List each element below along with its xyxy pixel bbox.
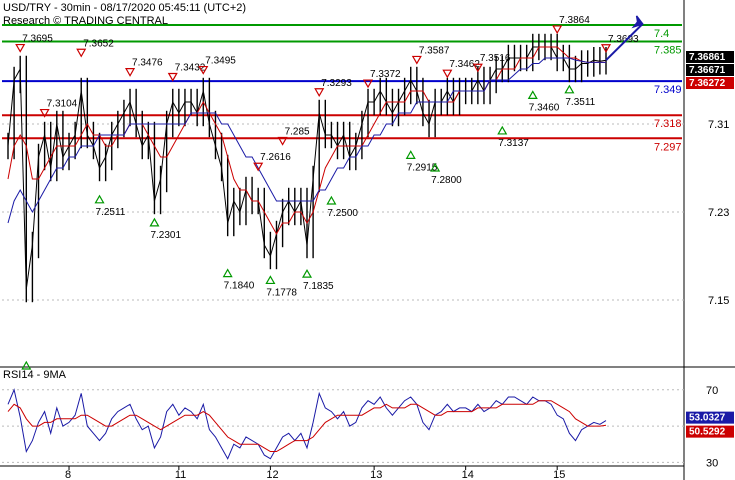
chart-source: Research © TRADING CENTRAL (3, 15, 168, 27)
price-tag-text: 7.36861 (689, 52, 726, 63)
price-line (7, 46, 607, 290)
price-tag-bg (686, 77, 734, 89)
pivot-high-marker (39, 108, 50, 118)
x-tick-label: 14 (462, 469, 474, 480)
level-label: 7.4 (654, 28, 669, 40)
chart-title: USD/TRY - 30min - 08/17/2020 05:45:11 (U… (3, 2, 246, 14)
forecast-arrow-head (631, 15, 644, 29)
pivot-low-marker (497, 125, 508, 135)
rsi-title: RSI14 - 9MA (3, 369, 67, 381)
pivot-high-label: 7.3495 (205, 56, 236, 67)
pivot-low-label: 7.3137 (498, 138, 529, 149)
rsi-tag-text: 53.0327 (689, 413, 726, 424)
pivot-low-marker (430, 162, 441, 172)
pivot-high-marker (600, 44, 612, 53)
pivot-low-marker (405, 150, 416, 159)
x-tick-label: 13 (370, 469, 382, 480)
pivot-low-marker (564, 84, 575, 94)
pivot-high-label: 7.2616 (260, 152, 291, 163)
pivot-high-marker (411, 55, 422, 65)
pivot-high-label: 7.3516 (480, 53, 511, 64)
y-tick-label: 7.15 (708, 295, 729, 307)
pivot-low-label: 7.2500 (327, 208, 358, 219)
x-tick-label: 11 (175, 469, 186, 480)
pivot-low-marker (149, 217, 160, 227)
pivot-low-label: 7.3460 (529, 102, 560, 113)
x-tick-label: 12 (266, 469, 278, 480)
price-tag-bg (686, 51, 734, 63)
pivot-high-label: 7.3587 (419, 45, 450, 56)
pivot-low-label: 7.2301 (150, 230, 181, 241)
rsi-line (7, 388, 607, 460)
pivot-high-marker (314, 88, 325, 97)
pivot-low-marker (94, 194, 105, 204)
pivot-low-label: 7.2915 (407, 162, 438, 173)
pivot-low-label: 7.1840 (224, 281, 255, 292)
pivot-high-label: 7.3476 (132, 58, 163, 69)
rsi-tag-text: 50.5292 (689, 427, 726, 438)
pivot-high-marker (472, 63, 483, 73)
pivot-high-marker (167, 72, 178, 82)
rsi-tick-label: 30 (706, 457, 718, 469)
pivot-high-label: 7.285 (285, 127, 310, 138)
pivot-low-label: 7.1835 (303, 281, 334, 292)
pivot-high-marker (362, 79, 374, 89)
level-label: 7.385 (654, 45, 682, 57)
ma-slow-line (7, 57, 606, 224)
level-label: 7.297 (654, 141, 682, 153)
pivot-high-label: 7.3432 (175, 62, 206, 73)
pivot-low-marker (21, 360, 32, 370)
pivot-high-label: 7.3695 (22, 34, 53, 45)
pivot-low-marker (527, 90, 538, 99)
pivot-high-marker (198, 65, 209, 75)
pivot-low-label: 7.3511 (565, 97, 595, 108)
rsi-panel: 70 30 8 11 12 13 14 15 53.0327 50.5292 (0, 385, 734, 480)
pivot-high-marker (15, 43, 26, 53)
pivot-low-marker (301, 268, 313, 278)
ma-fast-line (7, 46, 606, 236)
pivot-high-marker (552, 25, 563, 35)
pivot-high-label: 7.3293 (321, 78, 352, 89)
price-tag-text: 7.36272 (689, 78, 726, 89)
pivot-high-marker (277, 136, 288, 146)
pivot-low-label: 7.2511 (96, 207, 126, 218)
pivot-low-marker (265, 275, 276, 285)
pivot-low-label: 7.2800 (431, 175, 462, 186)
level-label: 7.349 (654, 84, 682, 96)
rsi-tag-bg (686, 425, 734, 438)
y-tick-label: 7.31 (708, 119, 729, 131)
pivot-high-label: 7.3652 (83, 38, 114, 49)
level-label: 7.318 (654, 118, 682, 130)
pivot-high-marker (76, 48, 87, 58)
pivot-high-label: 7.3104 (47, 99, 78, 110)
price-tag-bg (686, 64, 734, 76)
pivot-high-marker (253, 162, 264, 172)
forecast-arrow-shaft (605, 23, 644, 61)
x-tick-label: 15 (553, 469, 565, 480)
rsi-tick-label: 70 (706, 385, 718, 397)
x-tick-label: 8 (65, 469, 71, 480)
pivot-high-label: 7.3372 (370, 69, 401, 80)
pivot-high-label: 7.3864 (559, 15, 590, 26)
pivot-high-marker (125, 68, 136, 77)
pivot-high-marker (442, 69, 453, 79)
price-tag-text: 7.36671 (689, 65, 726, 76)
pivot-high-label: 7.3693 (608, 34, 639, 45)
rsi-tag-bg (686, 411, 734, 424)
pivot-low-marker (326, 195, 337, 205)
pivot-low-marker (222, 268, 233, 278)
rsi-ma-line (7, 400, 607, 452)
y-tick-label: 7.23 (708, 207, 729, 219)
pivot-high-label: 7.3462 (449, 59, 480, 70)
pivot-low-label: 7.1778 (266, 287, 297, 298)
